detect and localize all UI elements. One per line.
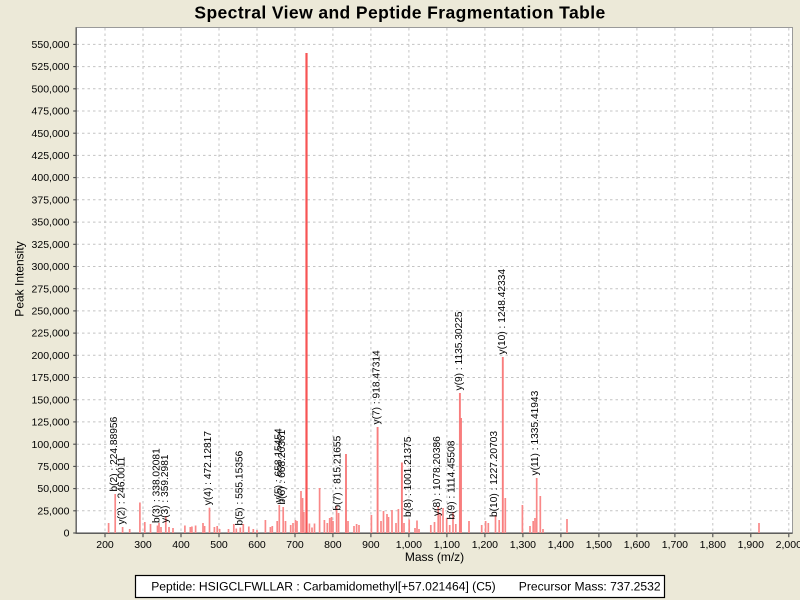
svg-text:Peptide: HSIGCLFWLLAR : Carbam: Peptide: HSIGCLFWLLAR : Carbamidomethyl[… xyxy=(151,580,496,594)
svg-text:500: 500 xyxy=(210,539,228,551)
svg-text:25,000: 25,000 xyxy=(37,505,69,517)
svg-text:y(10) : 1248.42334: y(10) : 1248.42334 xyxy=(497,269,508,355)
svg-text:525,000: 525,000 xyxy=(32,61,70,73)
svg-text:400: 400 xyxy=(172,539,190,551)
svg-text:1,200: 1,200 xyxy=(472,539,498,551)
svg-text:700: 700 xyxy=(286,539,304,551)
svg-text:b(5) : 555.15356: b(5) : 555.15356 xyxy=(234,450,245,525)
svg-text:y(7) : 918.47314: y(7) : 918.47314 xyxy=(372,350,383,425)
svg-text:b(3) : 338.02081: b(3) : 338.02081 xyxy=(152,448,163,523)
svg-text:300,000: 300,000 xyxy=(32,261,70,273)
svg-text:500,000: 500,000 xyxy=(32,83,70,95)
svg-text:50,000: 50,000 xyxy=(37,483,69,495)
svg-text:275,000: 275,000 xyxy=(32,283,70,295)
svg-text:1,800: 1,800 xyxy=(700,539,726,551)
svg-text:y(4) : 472.12817: y(4) : 472.12817 xyxy=(203,431,214,506)
svg-text:1,400: 1,400 xyxy=(548,539,574,551)
svg-text:b(9) : 1114.45508: b(9) : 1114.45508 xyxy=(446,440,457,519)
svg-text:900: 900 xyxy=(362,539,380,551)
svg-text:1,100: 1,100 xyxy=(434,539,460,551)
svg-text:125,000: 125,000 xyxy=(32,417,70,429)
svg-text:1,300: 1,300 xyxy=(510,539,536,551)
svg-text:1,900: 1,900 xyxy=(738,539,764,551)
svg-text:375,000: 375,000 xyxy=(32,194,70,206)
svg-text:1,600: 1,600 xyxy=(624,539,650,551)
svg-text:600: 600 xyxy=(248,539,266,551)
svg-text:475,000: 475,000 xyxy=(32,106,70,118)
svg-text:350,000: 350,000 xyxy=(32,217,70,229)
svg-text:y(3) : 359.2981: y(3) : 359.2981 xyxy=(160,454,171,523)
svg-text:550,000: 550,000 xyxy=(32,39,70,51)
svg-text:325,000: 325,000 xyxy=(32,239,70,251)
svg-text:Mass (m/z): Mass (m/z) xyxy=(405,550,464,564)
svg-text:450,000: 450,000 xyxy=(32,128,70,140)
svg-text:b(10) : 1227.20703: b(10) : 1227.20703 xyxy=(489,431,500,517)
svg-text:1,700: 1,700 xyxy=(662,539,688,551)
svg-text:y(9) : 1135.30225: y(9) : 1135.30225 xyxy=(454,311,465,390)
svg-text:175,000: 175,000 xyxy=(32,372,70,384)
svg-text:b(6) : 668.20361: b(6) : 668.20361 xyxy=(277,429,288,504)
svg-text:b(7) : 815.21655: b(7) : 815.21655 xyxy=(333,435,344,510)
svg-text:Peak Intensity: Peak Intensity xyxy=(13,241,27,316)
svg-text:Precursor Mass: 737.2532: Precursor Mass: 737.2532 xyxy=(519,580,661,594)
svg-text:y(5) : 658.15454: y(5) : 658.15454 xyxy=(273,428,284,503)
svg-text:200: 200 xyxy=(96,539,114,551)
svg-text:b(2) : 224.88956: b(2) : 224.88956 xyxy=(109,416,120,491)
svg-text:2,000: 2,000 xyxy=(776,539,800,551)
svg-text:y(8) : 1078.20386: y(8) : 1078.20386 xyxy=(432,436,443,516)
svg-text:100,000: 100,000 xyxy=(32,439,70,451)
svg-text:Spectral View and Peptide Frag: Spectral View and Peptide Fragmentation … xyxy=(194,2,605,22)
svg-text:150,000: 150,000 xyxy=(32,394,70,406)
svg-text:1,500: 1,500 xyxy=(586,539,612,551)
svg-text:250,000: 250,000 xyxy=(32,306,70,318)
svg-text:425,000: 425,000 xyxy=(32,150,70,162)
svg-text:y(11) : 1335.41943: y(11) : 1335.41943 xyxy=(530,390,541,475)
svg-text:1,000: 1,000 xyxy=(396,539,422,551)
svg-text:300: 300 xyxy=(134,539,152,551)
svg-text:200,000: 200,000 xyxy=(32,350,70,362)
svg-text:225,000: 225,000 xyxy=(32,328,70,340)
svg-text:0: 0 xyxy=(64,528,70,540)
svg-text:y(2) : 246.0011: y(2) : 246.0011 xyxy=(117,456,128,524)
svg-text:400,000: 400,000 xyxy=(32,172,70,184)
svg-text:800: 800 xyxy=(324,539,342,551)
svg-text:b(8) : 1001.21375: b(8) : 1001.21375 xyxy=(403,436,414,517)
svg-text:75,000: 75,000 xyxy=(37,461,69,473)
